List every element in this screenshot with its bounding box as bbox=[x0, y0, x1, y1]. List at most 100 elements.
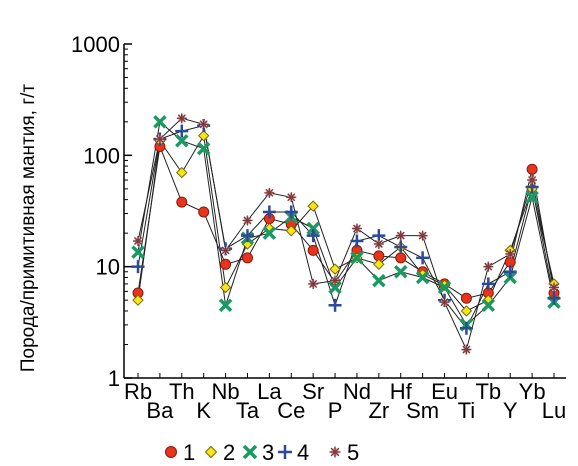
legend-marker bbox=[278, 445, 292, 459]
marker-star-ray bbox=[177, 114, 186, 123]
marker-x-stroke bbox=[242, 444, 258, 460]
marker-circle bbox=[460, 292, 472, 304]
x-tick-label: La bbox=[257, 379, 282, 404]
data-point bbox=[218, 298, 233, 313]
data-point bbox=[329, 263, 341, 275]
data-point bbox=[503, 265, 517, 279]
marker-x-stroke bbox=[437, 280, 452, 295]
data-point bbox=[198, 119, 209, 130]
marker-x-stroke bbox=[415, 270, 430, 285]
data-point bbox=[417, 230, 428, 241]
marker-diamond bbox=[204, 445, 218, 459]
data-point bbox=[131, 260, 145, 274]
legend-marker bbox=[329, 446, 341, 458]
x-tick-label: Ba bbox=[146, 398, 174, 423]
marker-star-ray bbox=[330, 447, 340, 457]
data-point bbox=[132, 294, 144, 306]
y-axis-title-group: Порода/примитивная мантия, г/т bbox=[18, 84, 39, 373]
data-point bbox=[241, 252, 253, 264]
data-point bbox=[483, 261, 494, 272]
marker-x-stroke bbox=[175, 134, 189, 148]
marker-star-ray bbox=[331, 276, 340, 285]
x-tick-label: Nb bbox=[212, 379, 240, 404]
x-tick-label: Tb bbox=[475, 379, 501, 404]
data-point bbox=[285, 225, 297, 237]
data-point bbox=[350, 251, 364, 265]
x-tick-label: Th bbox=[169, 379, 195, 404]
x-tick-label: Ce bbox=[277, 398, 305, 423]
data-point bbox=[220, 258, 232, 270]
data-point bbox=[262, 226, 277, 240]
data-point bbox=[481, 298, 496, 313]
x-tick-label: Ta bbox=[236, 398, 260, 423]
marker-star-ray bbox=[243, 216, 252, 225]
x-tick-label: Hf bbox=[390, 379, 413, 404]
marker-star-ray bbox=[155, 135, 164, 144]
y-tick-label: 10 bbox=[96, 255, 120, 280]
data-point bbox=[131, 245, 145, 259]
marker-diamond bbox=[329, 263, 341, 275]
marker-circle bbox=[241, 252, 253, 264]
data-point bbox=[351, 223, 362, 234]
marker-star-ray bbox=[374, 239, 383, 248]
x-tick-label: Sm bbox=[406, 398, 439, 423]
legend-marker bbox=[242, 444, 258, 460]
legend-label: 4 bbox=[297, 440, 309, 465]
data-point bbox=[547, 291, 561, 305]
chart-axes: 1 10 100 1000 RbBaThKNbTaLaCeSrPNdZrHfSmEuTi… bbox=[71, 32, 566, 423]
data-point bbox=[373, 238, 384, 249]
y-tick-label: 1000 bbox=[71, 32, 120, 57]
marker-star-ray bbox=[462, 345, 471, 354]
data-point bbox=[176, 196, 188, 208]
data-point bbox=[307, 244, 319, 256]
marker-circle bbox=[307, 244, 319, 256]
data-point bbox=[133, 236, 143, 247]
data-point bbox=[549, 282, 559, 293]
marker-circle bbox=[176, 196, 188, 208]
x-tick-label: Sr bbox=[302, 379, 324, 404]
marker-star-ray bbox=[352, 224, 361, 233]
data-point bbox=[460, 292, 472, 304]
marker-star-ray bbox=[549, 283, 559, 292]
data-point bbox=[461, 344, 472, 355]
marker-circle bbox=[395, 252, 407, 264]
y-axis-title: Порода/примитивная мантия, г/т bbox=[18, 84, 39, 373]
legend-label: 5 bbox=[347, 440, 359, 465]
marker-x-stroke bbox=[481, 298, 496, 313]
data-point bbox=[307, 200, 319, 212]
x-tick-label: Y bbox=[503, 398, 518, 423]
data-point bbox=[505, 248, 516, 259]
x-tick-label: K bbox=[196, 398, 211, 423]
data-point bbox=[416, 251, 430, 265]
data-point bbox=[175, 124, 189, 138]
data-point bbox=[176, 113, 187, 124]
marker-diamond bbox=[285, 225, 297, 237]
x-tick-label: Eu bbox=[431, 379, 458, 404]
data-point bbox=[415, 270, 430, 285]
legend-marker bbox=[204, 445, 218, 459]
marker-star-ray bbox=[287, 193, 296, 202]
marker-x-stroke bbox=[372, 273, 386, 288]
data-point bbox=[395, 252, 407, 264]
marker-x-stroke bbox=[306, 221, 320, 236]
data-point bbox=[308, 278, 319, 289]
marker-star-ray bbox=[396, 231, 405, 240]
marker-diamond bbox=[307, 200, 319, 212]
marker-star-ray bbox=[221, 246, 230, 255]
data-point bbox=[175, 134, 189, 148]
marker-diamond bbox=[373, 258, 385, 271]
marker-star-ray bbox=[265, 188, 274, 197]
data-point bbox=[526, 163, 538, 175]
data-point bbox=[373, 258, 385, 271]
data-point bbox=[460, 305, 473, 317]
y-tick-label: 100 bbox=[83, 143, 120, 168]
marker-star-ray bbox=[418, 231, 427, 240]
data-point bbox=[219, 281, 232, 294]
marker-star-ray bbox=[199, 120, 208, 129]
marker-diamond bbox=[197, 130, 210, 142]
x-tick-label: Lu bbox=[542, 398, 566, 423]
data-point bbox=[197, 130, 210, 142]
legend-marker bbox=[165, 446, 177, 458]
legend-label: 3 bbox=[262, 440, 274, 465]
marker-star-ray bbox=[528, 176, 537, 185]
